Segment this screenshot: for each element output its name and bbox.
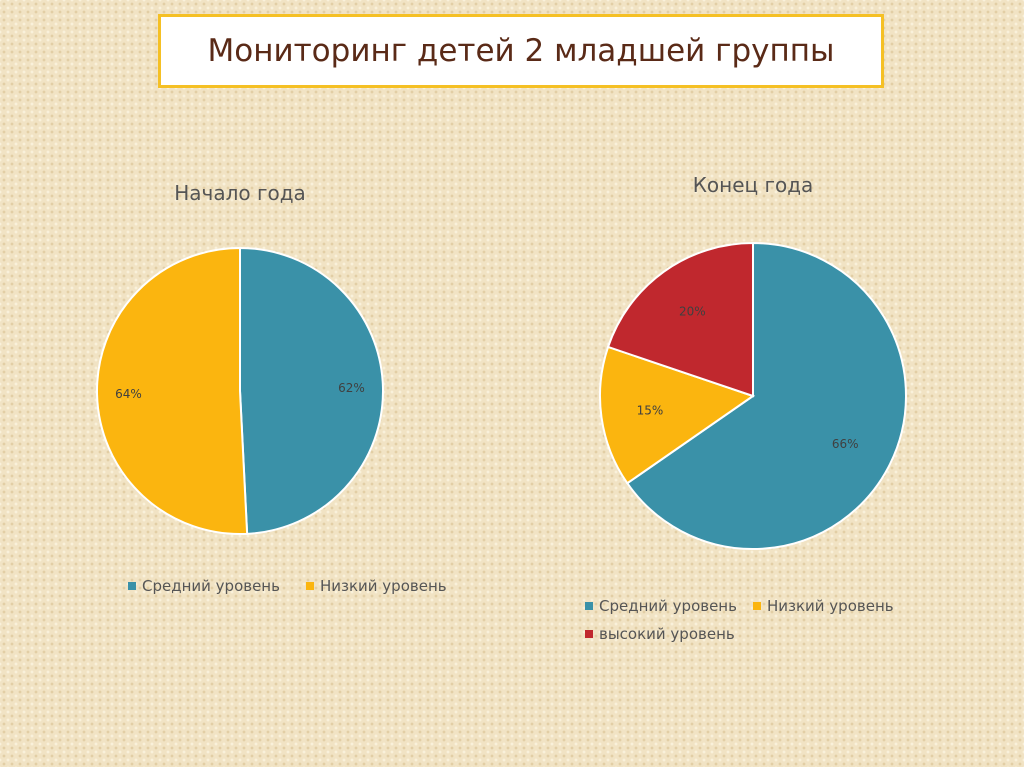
legend-item-medium: Средний уровень [585,597,737,615]
pie-slice-0 [625,241,907,550]
title-box: Мониторинг детей 2 младшей группы [158,14,884,88]
legend-item-high: высокий уровень [585,625,735,643]
legend-label-low: Низкий уровень [319,577,447,595]
legend-swatch-low [305,582,314,590]
legend-swatch-high [585,630,593,638]
pie-data-label-2: 20% [679,304,706,318]
legend-swatch-medium [585,602,593,610]
pie-slice-0 [239,246,384,535]
legend-start: Средний уровень Низкий уровень [128,572,473,600]
chart-title-end: Конец года [692,173,814,197]
pie-data-label-0: 66% [832,437,859,451]
legend-end: Средний уровень Низкий уровень высокий у… [585,592,920,648]
legend-swatch-medium [128,582,136,590]
pie-slice-2 [606,241,754,398]
pie-data-label-1: 64% [115,387,142,401]
pie-data-label-0: 62% [338,381,365,395]
pie-slice-1 [96,246,249,535]
legend-item-medium: Средний уровень [128,577,280,595]
pie-data-label-1: 15% [637,404,664,418]
page-title: Мониторинг детей 2 младшей группы [207,33,835,69]
legend-label-high: высокий уровень [599,625,735,643]
pie-slice-1 [599,345,756,485]
legend-label-medium: Средний уровень [599,597,737,615]
legend-item-low: Низкий уровень [305,577,447,595]
chart-title-start: Начало года [174,181,306,205]
legend-swatch-low [752,602,761,610]
legend-label-low: Низкий уровень [766,597,894,615]
legend-label-medium: Средний уровень [142,577,280,595]
legend-item-low: Низкий уровень [752,597,894,615]
